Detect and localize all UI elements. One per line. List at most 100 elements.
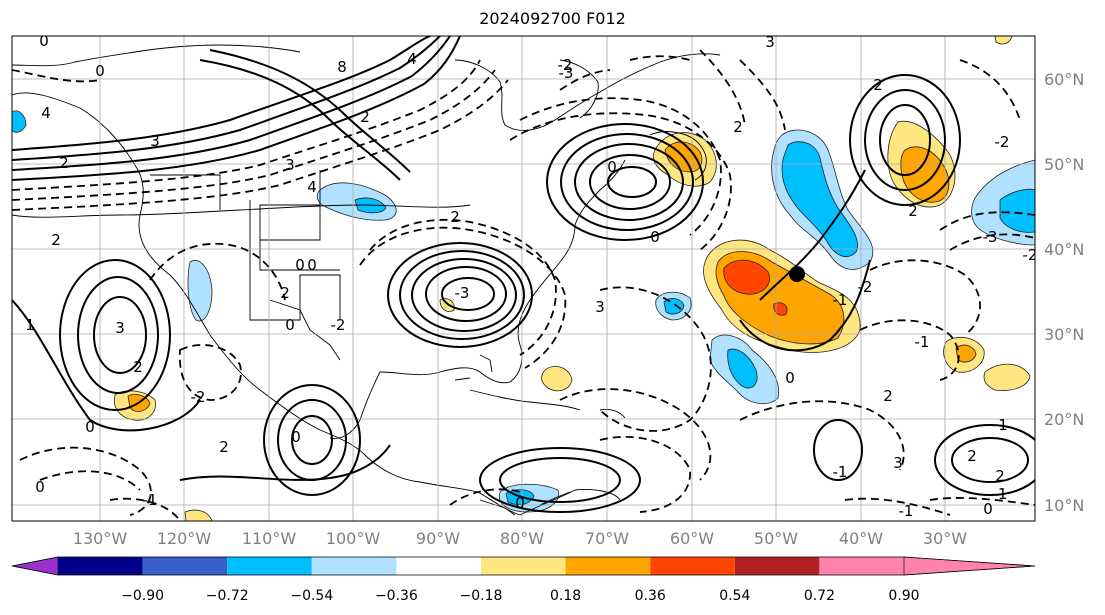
colorbar-label: 0.18 <box>550 588 581 604</box>
contour-label: 2 <box>733 118 743 136</box>
contour-label: 0 <box>785 369 795 387</box>
colorbar-label: −0.36 <box>375 588 418 604</box>
contour-label: -2 <box>191 388 206 406</box>
contour-label: 2 <box>908 202 918 220</box>
contour-label: 2 <box>219 438 229 456</box>
contour-label: 2 <box>883 387 893 405</box>
colorbar-label: −0.72 <box>206 588 249 604</box>
colorbar-segment <box>396 557 481 575</box>
lat-label: 60°N <box>1044 70 1084 89</box>
lon-label: 30°W <box>923 529 967 548</box>
contour-label: 3 <box>893 454 903 472</box>
contour-label: -2 <box>995 133 1010 151</box>
lon-label: 70°W <box>585 529 629 548</box>
contour-label: 2 <box>51 231 61 249</box>
contour-label: 2 <box>133 358 143 376</box>
contour-label: -3 <box>455 284 470 302</box>
contour-label: 2 <box>280 284 290 302</box>
contour-label: 0 <box>607 158 617 176</box>
colorbar-over-arrow <box>903 556 1036 576</box>
contour-label: 2 <box>967 447 977 465</box>
lon-label: 60°W <box>670 529 714 548</box>
contour-labels: 00423284234020320-220-320-23000-2-323-2-… <box>25 32 1038 520</box>
contour-label: 2 <box>450 208 460 226</box>
contour-label: -3 <box>559 64 574 82</box>
contour-label: 0 <box>515 494 525 512</box>
map-title: 2024092700 F012 <box>479 9 626 28</box>
contour-label: 0 <box>285 316 295 334</box>
contour-label: 2 <box>995 467 1005 485</box>
colorbar-segment <box>311 557 397 575</box>
colorbar-label: 0.72 <box>804 588 835 604</box>
contour-label: 0 <box>650 228 660 246</box>
contour-label: 3 <box>765 33 775 51</box>
contour-label: 4 <box>407 50 417 68</box>
lon-label: 110°W <box>242 529 297 548</box>
contour-label: 0 <box>983 500 993 518</box>
contour-label: 0 <box>307 256 317 274</box>
lat-label: 30°N <box>1044 325 1084 344</box>
contour-label: 4 <box>307 178 317 196</box>
contour-label: 0 <box>85 418 95 436</box>
contour-label: 2 <box>873 76 883 94</box>
colorbar-segment <box>734 557 820 575</box>
lat-label: 20°N <box>1044 410 1084 429</box>
graticule <box>12 36 1035 521</box>
colorbar-segment <box>142 557 228 575</box>
contour-label: 0 <box>95 62 105 80</box>
contour-label: 2 <box>360 108 370 126</box>
contour-label: -1 <box>899 502 914 520</box>
map-frame <box>11 35 1036 522</box>
contour-label: -3 <box>983 228 998 246</box>
colorbar-segment <box>227 557 312 575</box>
lon-label: 50°W <box>754 529 798 548</box>
contour-label: 0 <box>295 256 305 274</box>
lon-label: 80°W <box>500 529 544 548</box>
lon-label: 40°W <box>839 529 883 548</box>
contours-negative <box>12 49 1035 521</box>
contour-label: 0 <box>291 428 301 446</box>
contour-label: 4 <box>41 104 51 122</box>
contour-label: 0 <box>39 32 49 50</box>
contour-label: 2 <box>59 154 69 172</box>
lat-label: 10°N <box>1044 496 1084 515</box>
contour-label: 8 <box>337 58 347 76</box>
lon-label: 130°W <box>73 529 128 548</box>
colorbar-segment <box>481 557 566 575</box>
colorbar-label: 0.36 <box>635 588 666 604</box>
contour-label: -2 <box>858 278 873 296</box>
contour-label: 3 <box>285 156 295 174</box>
colorbar-segment <box>819 557 904 575</box>
colorbar-label: 0.54 <box>719 588 750 604</box>
colorbar-labels: −0.90 −0.72 −0.54 −0.36 −0.18 0.18 0.36 … <box>121 588 919 604</box>
lat-tick-labels: 60°N 50°N 40°N 30°N 20°N 10°N <box>1044 70 1084 515</box>
lon-tick-labels: 130°W 120°W 110°W 100°W 90°W 80°W 70°W 6… <box>73 529 967 548</box>
contour-label: -1 <box>993 485 1008 503</box>
contour-label: 0 <box>35 478 45 496</box>
contour-label: 1 <box>998 416 1008 434</box>
contour-label: -2 <box>1023 246 1038 264</box>
lat-label: 40°N <box>1044 240 1084 259</box>
contour-label: -1 <box>143 491 158 509</box>
lat-label: 50°N <box>1044 155 1084 174</box>
colorbar-under-arrow <box>11 556 59 576</box>
colorbar-label: −0.18 <box>460 588 503 604</box>
colorbar-segment <box>650 557 735 575</box>
lon-label: 120°W <box>157 529 212 548</box>
contour-label: 3 <box>595 298 605 316</box>
shaded-anomalies <box>12 36 1035 521</box>
contour-label: 3 <box>150 132 160 150</box>
colorbar-label: 0.90 <box>888 588 919 604</box>
contour-label: -1 <box>833 291 848 309</box>
marker-dot <box>789 266 805 282</box>
colorbar-segment <box>565 557 651 575</box>
lon-label: 90°W <box>416 529 460 548</box>
colorbar-label: −0.54 <box>290 588 333 604</box>
contour-label: -1 <box>915 333 930 351</box>
contour-label: -2 <box>331 316 346 334</box>
colorbar <box>11 556 1036 576</box>
contour-label: -1 <box>833 463 848 481</box>
contour-label: 1 <box>25 316 35 334</box>
contour-label: 3 <box>115 319 125 337</box>
